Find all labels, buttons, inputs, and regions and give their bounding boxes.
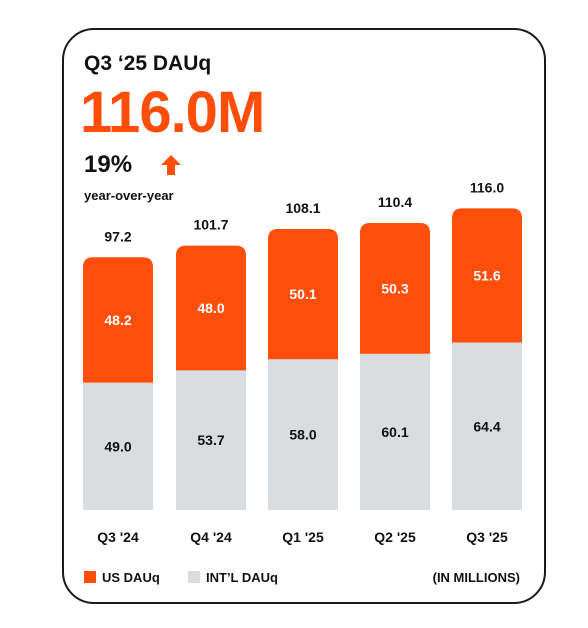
bar-us-2 [268,228,338,360]
card-title: Q3 ‘25 DAUq [84,52,212,75]
label-intl-3: 60.1 [381,424,408,440]
up-arrow-icon [161,155,181,175]
legend-label-intl: INT’L DAUq [206,570,278,585]
label-intl-2: 58.0 [289,427,316,443]
growth-label: year-over-year [84,188,174,203]
headline-value: 116.0M [80,80,265,145]
bar-us-3 [360,222,430,354]
label-total-4: 116.0 [470,179,504,195]
label-us-1: 48.0 [197,300,224,316]
chart-legend: US DAUq INT’L DAUq [84,570,522,586]
legend-label-us: US DAUq [102,570,160,585]
label-total-0: 97.2 [104,228,131,244]
legend-swatch-intl [188,571,200,583]
bar-intl-3 [360,353,430,510]
bar-intl-0 [83,382,153,510]
tick-label-1: Q4 '24 [190,529,232,545]
bar-intl-2 [268,359,338,510]
bar-intl-4 [452,342,522,510]
label-us-4: 51.6 [473,267,500,283]
tick-label-3: Q2 '25 [374,529,416,545]
label-us-3: 50.3 [381,280,408,296]
bar-us-4 [452,208,522,343]
label-total-1: 101.7 [193,217,228,233]
bar-us-0 [83,257,153,383]
units-note: (IN MILLIONS) [432,570,520,585]
label-total-3: 110.4 [378,194,412,210]
tick-label-0: Q3 '24 [97,529,139,545]
label-intl-0: 49.0 [104,438,131,454]
label-intl-1: 53.7 [197,432,224,448]
bar-intl-1 [176,370,246,510]
growth-value: 19% [84,151,133,178]
tick-label-4: Q3 '25 [466,529,508,545]
legend-swatch-us [84,571,96,583]
label-us-2: 50.1 [289,286,316,302]
tick-label-2: Q1 '25 [282,529,324,545]
bar-us-1 [176,245,246,371]
label-intl-4: 64.4 [473,418,500,434]
label-total-2: 108.1 [285,200,320,216]
label-us-0: 48.2 [104,312,131,328]
